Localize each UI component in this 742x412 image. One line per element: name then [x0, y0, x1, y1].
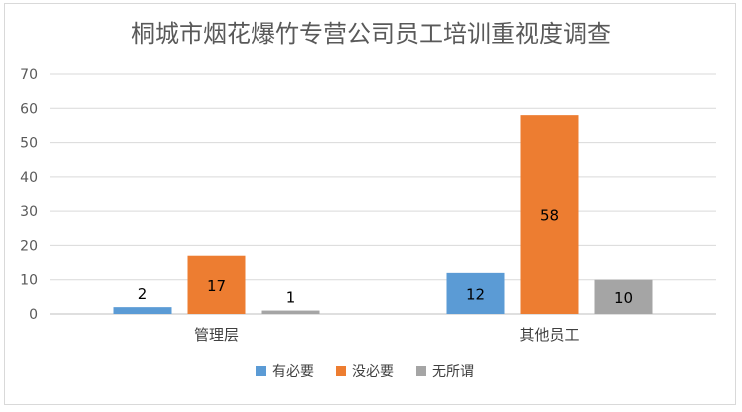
legend-swatch: [336, 366, 346, 376]
category-label: 管理层: [194, 326, 239, 344]
chart-frame: [4, 3, 736, 405]
bar: [261, 310, 320, 314]
bars: [113, 115, 653, 315]
data-label: 17: [207, 277, 226, 295]
y-tick-label: 60: [20, 101, 38, 117]
data-label: 12: [466, 285, 485, 303]
legend-swatch: [416, 366, 426, 376]
legend-label: 无所谓: [432, 364, 474, 380]
bar: [187, 255, 246, 314]
data-label: 1: [286, 289, 296, 307]
legend: 有必要 没必要 无所谓: [256, 364, 474, 380]
y-tick-label: 10: [20, 273, 38, 289]
x-axis-categories: 管理层 其他员工: [194, 326, 580, 344]
data-label: 58: [540, 207, 559, 225]
y-tick-label: 70: [20, 67, 38, 83]
chart-title: 桐城市烟花爆竹专营公司员工培训重视度调查: [131, 20, 611, 48]
bar: [446, 272, 505, 314]
data-label: 10: [614, 289, 633, 307]
y-axis-ticks: 0 10 20 30 40 50 60 70: [20, 67, 38, 323]
bar: [520, 115, 579, 315]
y-tick-label: 50: [20, 136, 38, 152]
legend-label: 有必要: [272, 364, 314, 380]
legend-swatch: [256, 366, 266, 376]
y-tick-label: 30: [20, 204, 38, 220]
bar: [113, 307, 172, 314]
legend-label: 没必要: [352, 364, 394, 380]
y-tick-label: 40: [20, 170, 38, 186]
y-tick-label: 0: [29, 307, 38, 323]
data-label: 2: [138, 285, 148, 303]
gridlines: [50, 73, 716, 315]
y-tick-label: 20: [20, 238, 38, 254]
bar: [594, 279, 653, 314]
data-labels: 2 17 1 12 58 10: [138, 207, 633, 307]
category-label: 其他员工: [519, 326, 579, 344]
